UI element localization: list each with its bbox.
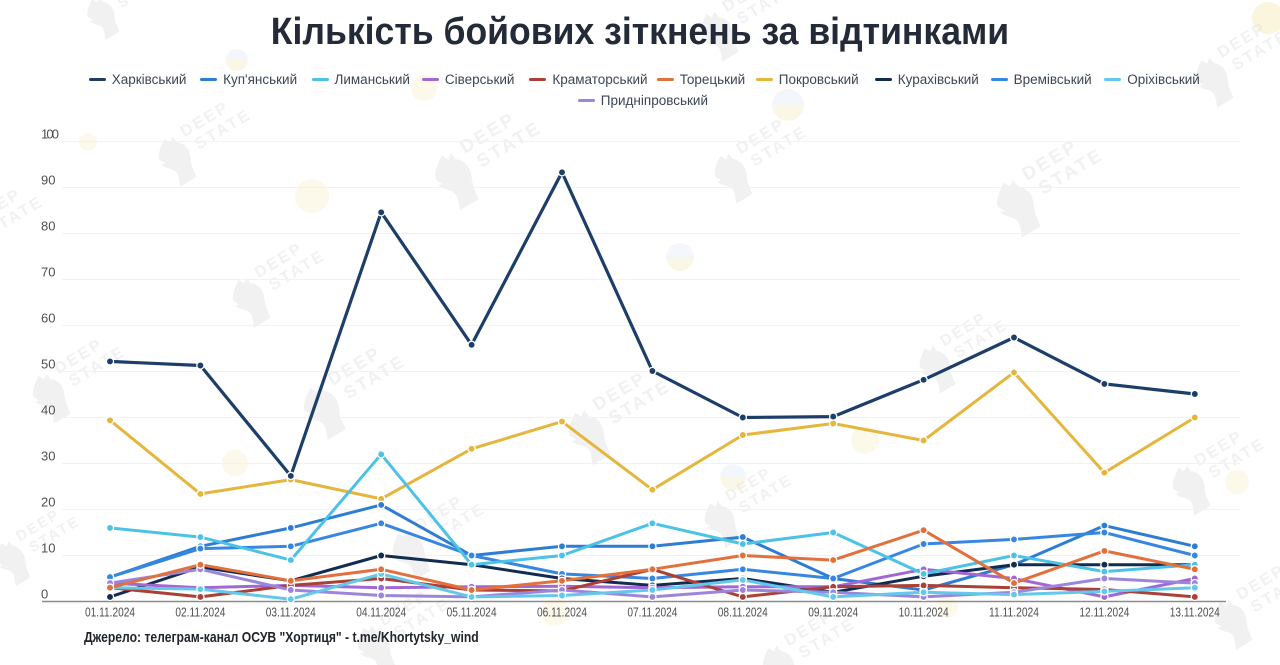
svg-text:06.11.2024: 06.11.2024 [537, 606, 587, 620]
svg-text:10.11.2024: 10.11.2024 [899, 606, 949, 620]
svg-text:12.11.2024: 12.11.2024 [1079, 606, 1129, 620]
svg-text:13.11.2024: 13.11.2024 [1170, 606, 1220, 620]
svg-text:0: 0 [41, 587, 48, 602]
svg-text:01.11.2024: 01.11.2024 [85, 606, 135, 620]
svg-text:50: 50 [41, 357, 55, 372]
svg-text:03.11.2024: 03.11.2024 [266, 606, 316, 620]
svg-text:70: 70 [41, 265, 55, 280]
svg-text:10: 10 [41, 541, 55, 556]
svg-text:60: 60 [41, 311, 55, 326]
svg-text:20: 20 [41, 495, 55, 510]
svg-text:11.11.2024: 11.11.2024 [989, 606, 1039, 620]
svg-text:07.11.2024: 07.11.2024 [627, 606, 677, 620]
svg-text:STATE: STATE [115, 0, 168, 11]
svg-text:100: 100 [41, 127, 59, 142]
svg-text:04.11.2024: 04.11.2024 [356, 606, 406, 620]
svg-text:02.11.2024: 02.11.2024 [175, 606, 225, 620]
svg-text:90: 90 [41, 173, 55, 188]
svg-text:09.11.2024: 09.11.2024 [808, 606, 858, 620]
svg-text:40: 40 [41, 403, 55, 418]
svg-text:80: 80 [41, 219, 55, 234]
svg-text:05.11.2024: 05.11.2024 [447, 606, 497, 620]
svg-text:08.11.2024: 08.11.2024 [718, 606, 768, 620]
svg-text:30: 30 [41, 449, 55, 464]
